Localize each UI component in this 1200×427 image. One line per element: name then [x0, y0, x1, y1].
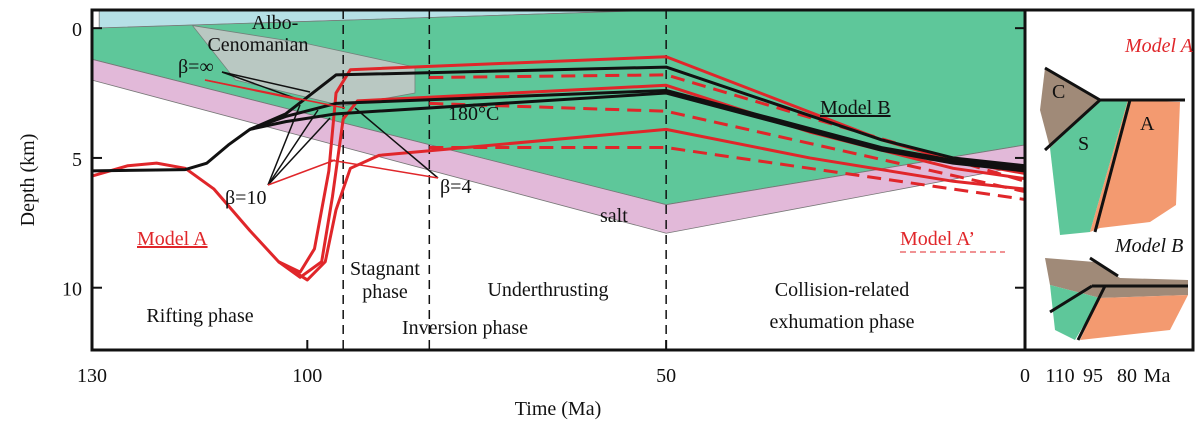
y-axis-title: Depth (km) [17, 134, 39, 227]
phase-label: Underthrusting [487, 279, 608, 301]
phase-label: Stagnant [350, 258, 420, 280]
x-tick-label: 100 [292, 365, 322, 387]
x-axis-title: Time (Ma) [515, 398, 601, 420]
inset-tick-label: 80 [1117, 365, 1137, 387]
burial-curve [92, 65, 1025, 173]
pointer-lines-red [204, 79, 439, 186]
y-tick-label: 5 [72, 149, 82, 171]
inset-title: Model A [1124, 35, 1194, 57]
plot-area: 130 100 50 0 0 5 10 [62, 8, 1030, 387]
phase-label: phase [362, 281, 408, 303]
model-label: Model A’ [900, 228, 975, 250]
burial-curve [92, 55, 1025, 274]
model-label: Model B [820, 97, 891, 119]
layer-label: salt [600, 205, 628, 227]
x-tick-label: 50 [656, 365, 676, 387]
pointer-lines [221, 71, 439, 186]
annotation: β=4 [440, 176, 471, 198]
burial-curve [429, 146, 1025, 201]
burial-curve [277, 127, 1025, 282]
annotation: Albo- [252, 12, 299, 34]
burial-curve [249, 88, 1025, 170]
inset-label: C [1052, 81, 1065, 103]
annotation: β=10 [225, 187, 266, 209]
x-tick-label: 0 [1020, 365, 1030, 387]
inset [1023, 8, 1195, 352]
model-label: Model A [137, 228, 208, 250]
phase-label: Rifting phase [146, 305, 253, 327]
annotation: 180°C [448, 103, 499, 125]
layer [191, 25, 416, 107]
inset-label: A [1140, 113, 1155, 135]
inset-tick-label: 110 [1045, 365, 1074, 387]
inset-tick-label: 95 [1083, 365, 1103, 387]
phase-label: Inversion phase [402, 317, 528, 339]
phase-label: Collision-related [775, 279, 909, 301]
inset-label: S [1078, 133, 1089, 155]
phase-label: exhumation phase [770, 311, 915, 333]
layer [92, 58, 1025, 234]
inset-unit: Ma [1144, 365, 1171, 387]
annotation: β=∞ [178, 56, 214, 78]
y-tick-label: 0 [72, 19, 82, 41]
inset-title: Model B [1114, 235, 1183, 257]
annotation: Cenomanian [207, 34, 308, 56]
burial-curve [429, 101, 1025, 194]
x-tick-label: 130 [77, 365, 107, 387]
y-tick-label: 10 [62, 279, 82, 301]
